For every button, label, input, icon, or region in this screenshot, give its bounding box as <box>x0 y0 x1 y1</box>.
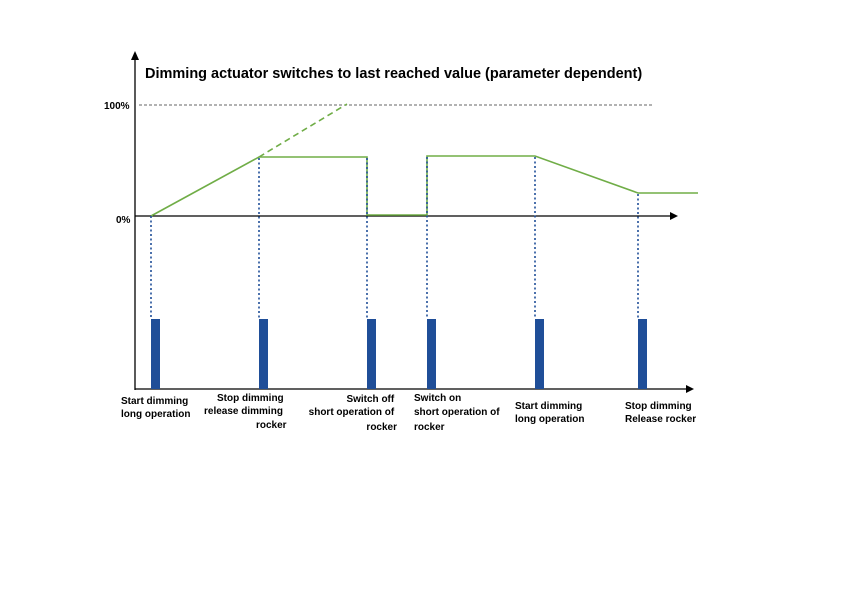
event-guides <box>150 157 639 319</box>
event-label-switch-on: Switch on short operation of rocker <box>414 393 502 433</box>
y-label-100: 100% <box>104 101 130 112</box>
event-label-switch-off: Switch off short operation of rocker <box>309 394 397 433</box>
y-axis-arrowhead <box>131 51 139 60</box>
time-axis-arrowhead <box>686 385 694 393</box>
continued-dimming-dashed-line <box>258 103 348 158</box>
rocker-bar-5 <box>535 319 544 389</box>
event-label-start-dimming-2: Start dimming long operation <box>515 401 585 425</box>
level-axis-arrowhead <box>670 212 678 220</box>
event-label-start-dimming-1: Start dimming long operation <box>121 396 191 420</box>
rocker-bar-3 <box>367 319 376 389</box>
rocker-bar-1 <box>151 319 160 389</box>
rocker-bar-2 <box>259 319 268 389</box>
event-label-stop-dimming-1: Stop dimming release dimming rocker <box>204 393 287 431</box>
dimming-level-line <box>150 155 698 217</box>
rocker-bar-4 <box>427 319 436 389</box>
event-label-stop-dimming-2: Stop dimming Release rocker <box>625 401 696 425</box>
dimming-level-signal <box>150 103 698 217</box>
y-label-0: 0% <box>116 215 131 226</box>
diagram-title: Dimming actuator switches to last reache… <box>145 66 642 82</box>
rocker-bar-6 <box>638 319 647 389</box>
event-labels: Start dimming long operation Stop dimmin… <box>121 393 696 433</box>
rocker-operations <box>151 319 647 389</box>
